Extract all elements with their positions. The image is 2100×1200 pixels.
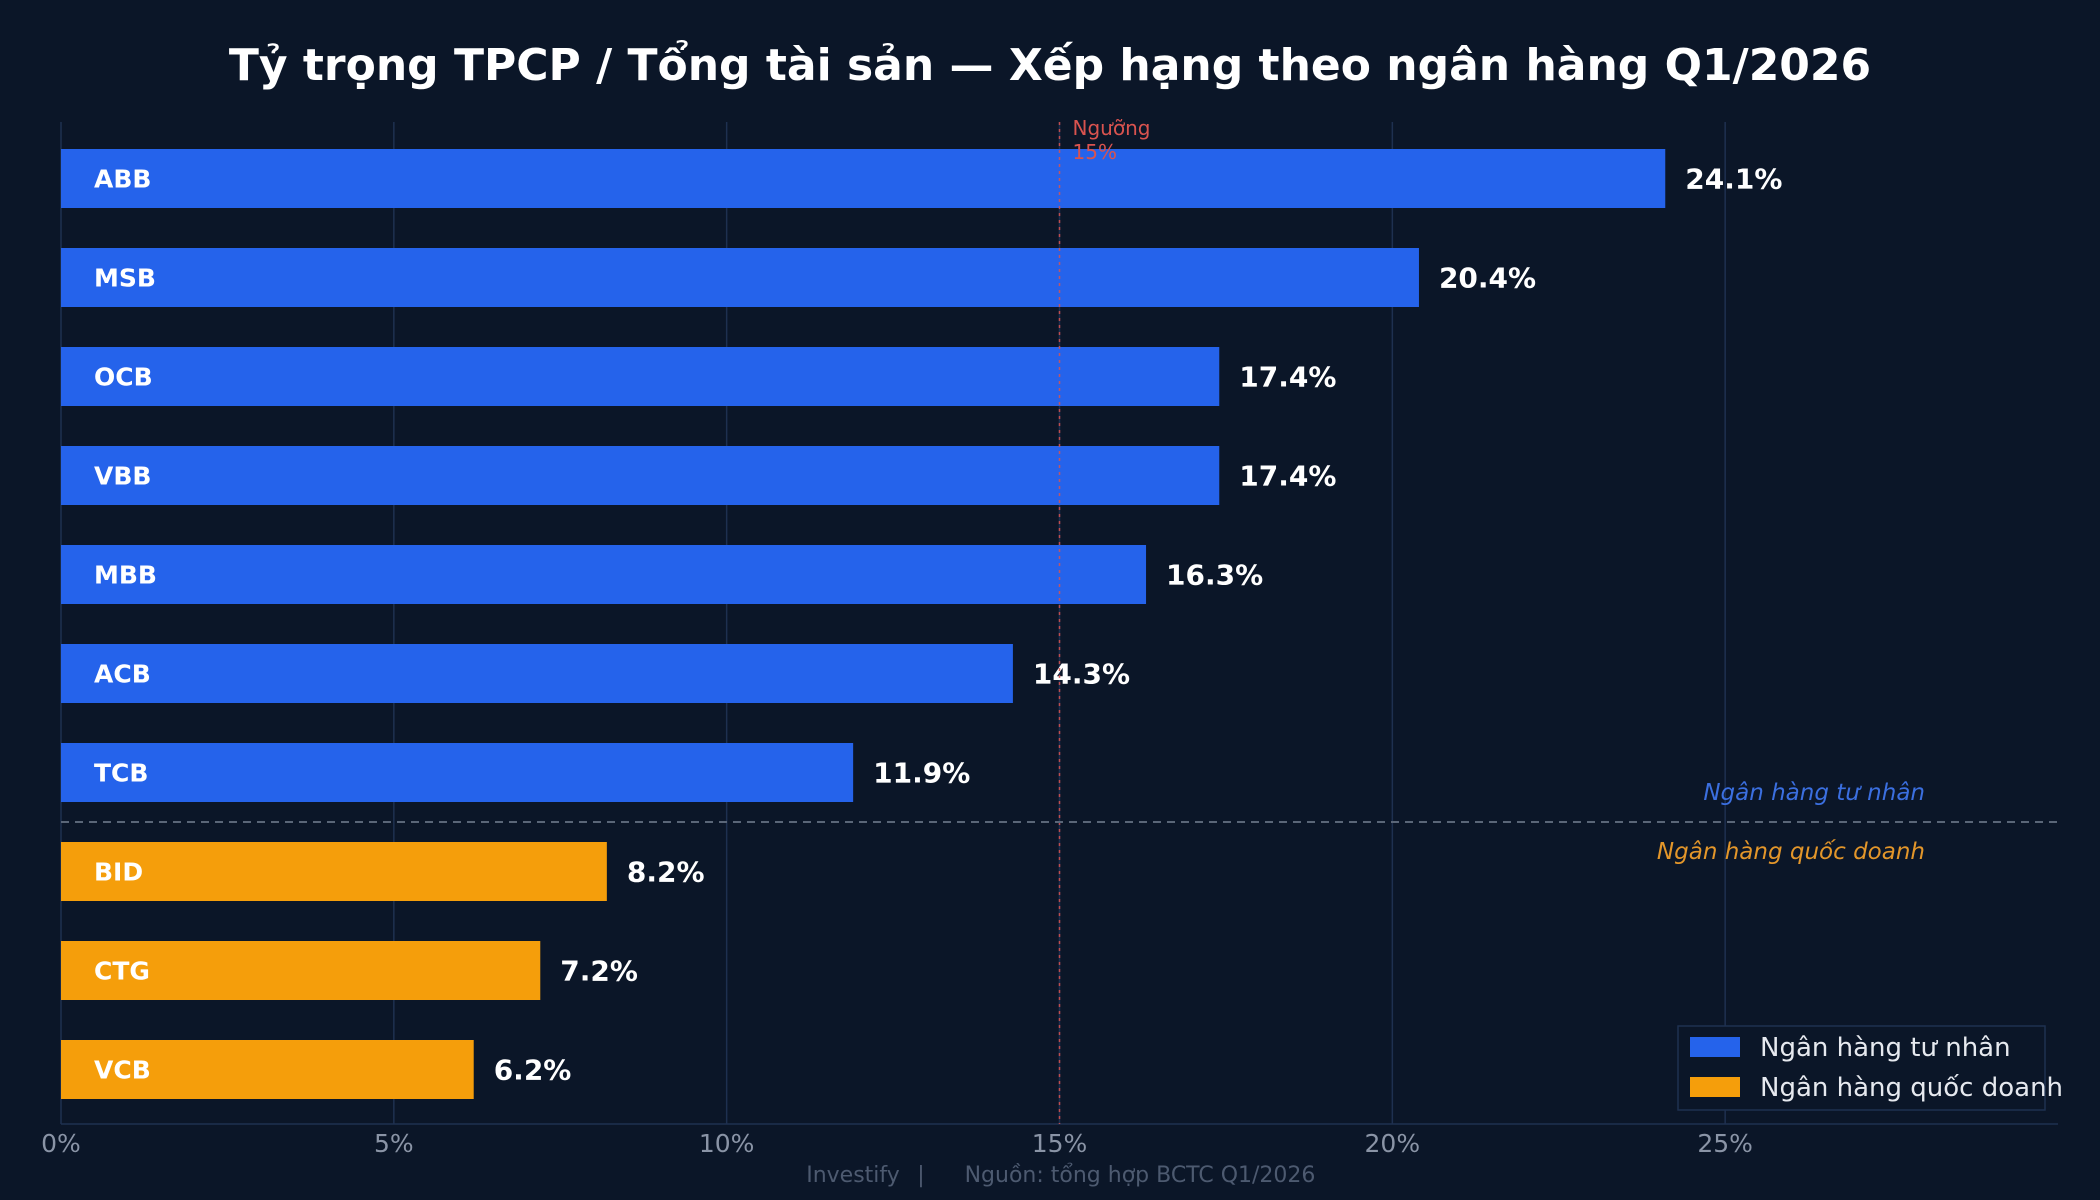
bar-category-label: ACB <box>94 660 151 689</box>
bar-tcb <box>61 743 854 802</box>
bar-vcb <box>61 1040 474 1099</box>
bar-value-label: 11.9% <box>873 757 970 790</box>
bar-ocb <box>61 347 1220 406</box>
footer: Investify | Nguồn: tổng hợp BCTC Q1/2026 <box>806 1163 1315 1188</box>
bar-value-label: 20.4% <box>1439 262 1536 295</box>
bar-value-label: 24.1% <box>1685 163 1782 196</box>
bar-value-label: 17.4% <box>1239 460 1336 493</box>
bar-value-label: 16.3% <box>1166 559 1263 592</box>
bars-group: ABB 24.1% MSB 20.4% OCB 17.4% VBB 17.4% MBB 16.3%… <box>61 149 1782 1099</box>
footer-source: Nguồn: tổng hợp BCTC Q1/2026 <box>965 1163 1316 1188</box>
bar-category-label: CTG <box>94 957 150 986</box>
x-axis: 0% 5% 10% 15% 20% 25% <box>41 1129 1753 1158</box>
bar-value-label: 6.2% <box>494 1054 572 1087</box>
group-label-private: Ngân hàng tư nhân <box>1703 780 1925 806</box>
group-divider: Ngân hàng tư nhân Ngân hàng quốc doanh <box>61 780 2058 865</box>
bar-category-label: ABB <box>94 165 151 194</box>
bar-msb <box>61 248 1419 307</box>
bar-abb <box>61 149 1666 208</box>
bar-category-label: OCB <box>94 363 153 392</box>
group-label-state: Ngân hàng quốc doanh <box>1657 839 1925 865</box>
chart-title: Tỷ trọng TPCP / Tổng tài sản — Xếp hạng … <box>229 39 1871 91</box>
bar-category-label: MSB <box>94 264 156 293</box>
bar-category-label: BID <box>94 858 143 887</box>
threshold-label-line1: Ngưỡng <box>1073 116 1151 140</box>
footer-brand: Investify <box>806 1163 900 1188</box>
bar-value-label: 7.2% <box>560 955 638 988</box>
bar-ctg <box>61 941 541 1000</box>
legend-swatch-private <box>1690 1037 1740 1057</box>
x-tick-label: 10% <box>699 1129 755 1158</box>
x-tick-label: 0% <box>41 1129 81 1158</box>
threshold-label-line2: 15% <box>1073 140 1117 164</box>
legend-label-private: Ngân hàng tư nhân <box>1760 1033 2011 1063</box>
bar-acb <box>61 644 1013 703</box>
bar-category-label: VCB <box>94 1056 151 1085</box>
x-tick-label: 15% <box>1032 1129 1088 1158</box>
x-tick-label: 20% <box>1365 1129 1421 1158</box>
bar-mbb <box>61 545 1147 604</box>
legend-swatch-state <box>1690 1077 1740 1097</box>
bar-vbb <box>61 446 1220 505</box>
x-tick-label: 25% <box>1697 1129 1753 1158</box>
legend: Ngân hàng tư nhân Ngân hàng quốc doanh <box>1677 1025 2063 1111</box>
bar-value-label: 17.4% <box>1239 361 1336 394</box>
legend-label-state: Ngân hàng quốc doanh <box>1760 1073 2063 1103</box>
bar-value-label: 14.3% <box>1033 658 1130 691</box>
bar-bid <box>61 842 607 901</box>
bar-value-label: 8.2% <box>627 856 705 889</box>
bar-category-label: MBB <box>94 561 157 590</box>
footer-separator: | <box>917 1163 924 1188</box>
bar-category-label: TCB <box>94 759 148 788</box>
threshold-group: Ngưỡng 15% <box>1058 116 1151 1124</box>
x-tick-label: 5% <box>374 1129 414 1158</box>
bar-category-label: VBB <box>94 462 151 491</box>
